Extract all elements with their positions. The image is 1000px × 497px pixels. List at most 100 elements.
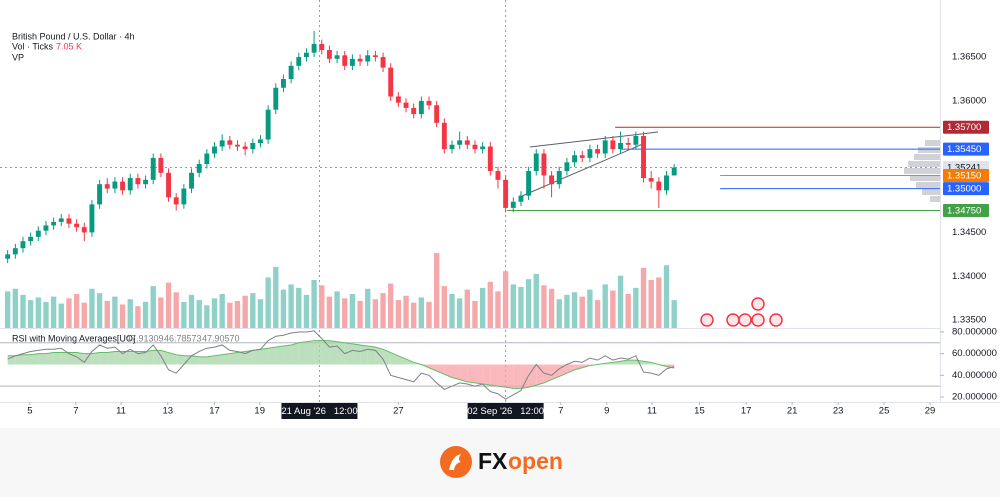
rsi-ma-fill [38, 353, 46, 365]
volume-bar [418, 297, 425, 328]
volume-bar [663, 265, 670, 328]
volume-bar [181, 301, 187, 328]
volume-bar [395, 300, 402, 328]
volume-bar [66, 298, 72, 328]
candle-body [349, 58, 355, 66]
x-tick-label: 11 [116, 406, 126, 417]
candle-body [265, 109, 271, 140]
candle-body [250, 142, 256, 150]
rsi-ma-fill [122, 351, 131, 365]
volume-bar [173, 292, 179, 328]
crosshair-label-box [467, 403, 544, 419]
rsi-title: RSI with Moving Averages[UO] [12, 333, 135, 343]
rsi-tick-label: 60.000000 [952, 348, 997, 359]
candle-body [556, 171, 562, 185]
candle-body [487, 146, 493, 172]
volume-bar [334, 291, 340, 328]
y-tick-label: 1.36000 [952, 95, 986, 106]
rsi-ma-fill [61, 352, 69, 365]
volume-bar [449, 293, 455, 328]
rsi-ma-fill [497, 364, 506, 388]
volume-bar [104, 300, 110, 328]
candle-body [602, 140, 608, 154]
rsi-ma-fill [260, 348, 269, 365]
candle-body [610, 140, 616, 150]
volume-bar [242, 295, 248, 328]
level-label-box [943, 168, 989, 182]
candle-body [518, 195, 524, 202]
volume-bar [541, 285, 547, 328]
volume-bar [257, 299, 264, 328]
candle-body [464, 140, 470, 145]
candle-body [648, 178, 654, 182]
volume-bar [640, 267, 647, 328]
event-icons [700, 297, 783, 327]
x-tick-label: 19 [254, 406, 265, 417]
rsi-ma-fill [45, 352, 54, 365]
candle-body [181, 188, 187, 205]
candle-body [595, 149, 601, 154]
volume-bar [112, 296, 118, 328]
candle-body [334, 55, 340, 59]
rsi-ma-fill [53, 352, 62, 365]
footer-background [0, 428, 1000, 497]
rsi-ma-fill [222, 353, 230, 365]
candle-body [296, 57, 302, 66]
rsi-ma-fill [145, 350, 154, 365]
rsi-ma-fill [520, 364, 529, 389]
candle-body [587, 149, 593, 158]
rsi-ma-fill [199, 356, 207, 365]
rsi-ma-fill [628, 360, 636, 365]
rsi-ma-fill [291, 342, 299, 365]
volume-bar [525, 279, 532, 328]
volume-bar [81, 302, 87, 328]
candle-body [5, 254, 11, 259]
candle-body [242, 146, 248, 150]
volume-bar [602, 284, 608, 328]
candle-body [204, 153, 210, 165]
candle-body [380, 57, 386, 68]
brand-logo: FX open [440, 446, 563, 478]
volume-bar [357, 300, 363, 328]
volume-bar [456, 298, 463, 328]
volume-bar [196, 300, 202, 328]
volume-bar [142, 301, 149, 328]
rsi-ma-fill [467, 364, 475, 383]
rsi-ma-fill [229, 352, 238, 365]
x-tick-label: 5 [27, 406, 32, 417]
y-tick-label: 1.33500 [952, 315, 986, 326]
rsi-ma-fill [275, 346, 284, 365]
rsi-ma-fill [237, 351, 246, 365]
rsi-ma-value: 46.78573 [164, 333, 202, 343]
level-label-box [943, 142, 989, 156]
volume-bar [211, 298, 218, 328]
volume-bar [656, 277, 662, 328]
y-tick-label: 1.34500 [952, 227, 986, 238]
rsi-ma-fill [298, 341, 307, 365]
candle-body [20, 241, 26, 249]
vp-label: VP [12, 52, 24, 62]
x-tick-label: 17 [741, 406, 752, 417]
candle-body [342, 55, 348, 66]
candle-body [426, 100, 432, 106]
rsi-ma-fill [314, 340, 322, 365]
candle-body [372, 55, 378, 58]
volume-bar [625, 293, 631, 328]
candle-body [549, 175, 555, 185]
candle-body [74, 223, 80, 228]
candle-body [572, 155, 578, 163]
rsi-ma-fill [76, 352, 85, 365]
volume-bar [671, 300, 677, 328]
candle-body [671, 167, 677, 176]
volume-label: Vol · Ticks [12, 41, 54, 51]
rsi-ma-fill [528, 364, 537, 388]
candle-body [388, 67, 394, 97]
rsi-ma-fill [168, 352, 177, 365]
candle-body [357, 58, 363, 62]
volume-bar [219, 293, 225, 328]
rsi-ma-fill [375, 347, 384, 365]
candle-body [418, 100, 424, 115]
rsi-ma-fill [367, 346, 376, 365]
candle-body [196, 164, 202, 173]
volume-bar [502, 271, 509, 328]
